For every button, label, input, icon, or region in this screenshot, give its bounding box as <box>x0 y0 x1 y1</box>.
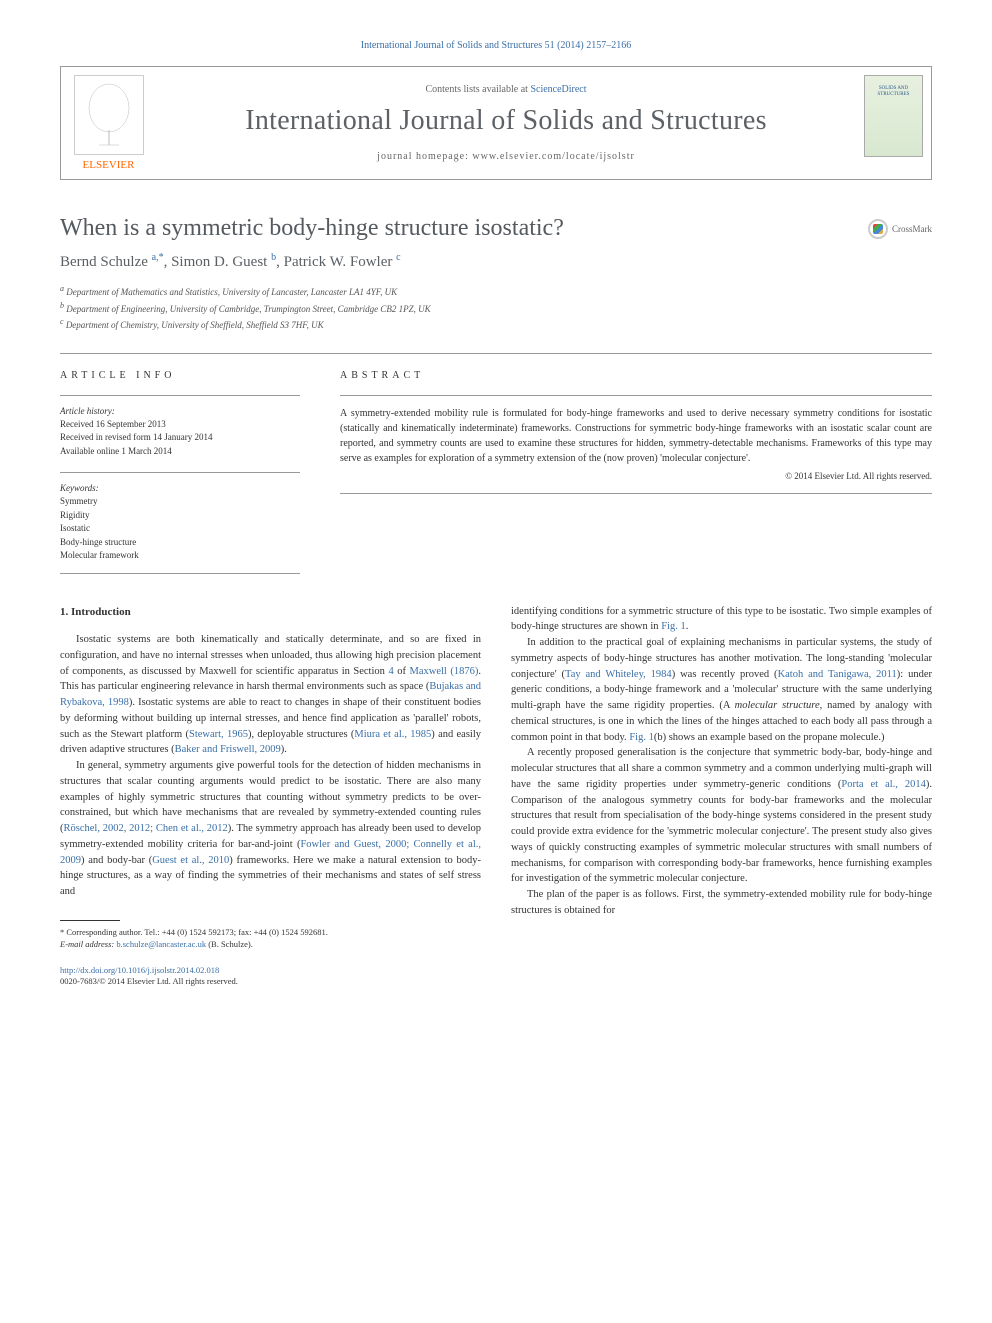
history-label: Article history: <box>60 395 300 416</box>
contents-prefix: Contents lists available at <box>425 84 530 95</box>
paper-title: When is a symmetric body-hinge structure… <box>60 215 932 242</box>
elsevier-tree-icon <box>74 75 144 155</box>
link-fig1b[interactable]: Fig. 1 <box>629 732 654 743</box>
left-column: 1. Introduction Isostatic systems are bo… <box>60 604 481 989</box>
p1g: ). <box>281 744 287 755</box>
cover-image: SOLIDS AND STRUCTURES <box>864 75 923 157</box>
rp1b: . <box>686 621 689 632</box>
abstract-text: A symmetry-extended mobility rule is for… <box>340 395 932 495</box>
affiliations: a Department of Mathematics and Statisti… <box>60 283 932 333</box>
p2c: ) and body-bar ( <box>81 855 152 866</box>
crossmark-icon <box>868 219 888 239</box>
title-section: CrossMark When is a symmetric body-hinge… <box>60 215 932 333</box>
kw-0: Symmetry <box>60 495 300 509</box>
rp2e: (b) shows an example based on the propan… <box>654 732 885 743</box>
footnote-separator <box>60 920 120 921</box>
rp2b: ) was recently proved ( <box>672 669 778 680</box>
rp1a: identifying conditions for a symmetric s… <box>511 606 932 633</box>
rp3b: ). Comparison of the analogous symmetry … <box>511 779 932 885</box>
cover-thumb: SOLIDS AND STRUCTURES <box>856 67 931 179</box>
intro-p1: Isostatic systems are both kinematically… <box>60 632 481 758</box>
kw-2: Isostatic <box>60 522 300 536</box>
r-p4: The plan of the paper is as follows. Fir… <box>511 887 932 919</box>
p1e: ), deployable structures ( <box>248 729 354 740</box>
link-baker[interactable]: Baker and Friswell, 2009 <box>175 744 281 755</box>
history-revised: Received in revised form 14 January 2014 <box>60 431 300 445</box>
top-citation[interactable]: International Journal of Solids and Stru… <box>60 40 932 51</box>
affiliation-c: c Department of Chemistry, University of… <box>60 316 932 333</box>
affiliation-b: b Department of Engineering, University … <box>60 300 932 317</box>
history-received: Received 16 September 2013 <box>60 418 300 432</box>
keywords-label: Keywords: <box>60 472 300 493</box>
link-tay[interactable]: Tay and Whiteley, 1984 <box>565 669 672 680</box>
link-maxwell1876[interactable]: Maxwell (1876) <box>410 666 479 677</box>
keywords-list: Symmetry Rigidity Isostatic Body-hinge s… <box>60 495 300 574</box>
abstract-body: A symmetry-extended mobility rule is for… <box>340 408 932 464</box>
molecular-em: molecular structure <box>735 700 820 711</box>
link-fig1a[interactable]: Fig. 1 <box>661 621 686 632</box>
history-text: Received 16 September 2013 Received in r… <box>60 418 300 459</box>
r-p3: A recently proposed generalisation is th… <box>511 745 932 887</box>
elsevier-logo: ELSEVIER <box>61 67 156 179</box>
article-info-column: ARTICLE INFO Article history: Received 1… <box>60 370 300 574</box>
section-1-heading: 1. Introduction <box>60 604 481 621</box>
history-online: Available online 1 March 2014 <box>60 445 300 459</box>
p1b: of <box>394 666 410 677</box>
info-row: ARTICLE INFO Article history: Received 1… <box>60 353 932 574</box>
article-info-heading: ARTICLE INFO <box>60 370 300 381</box>
aff-a-text: Department of Mathematics and Statistics… <box>66 287 397 297</box>
email-suffix: (B. Schulze). <box>206 939 253 949</box>
copyright: © 2014 Elsevier Ltd. All rights reserved… <box>340 470 932 484</box>
cover-title-text: SOLIDS AND STRUCTURES <box>865 86 922 98</box>
journal-homepage: journal homepage: www.elsevier.com/locat… <box>377 151 635 162</box>
kw-1: Rigidity <box>60 509 300 523</box>
body-columns: 1. Introduction Isostatic systems are bo… <box>60 604 932 989</box>
link-roschel[interactable]: Röschel, 2002, 2012; Chen et al., 2012 <box>64 823 228 834</box>
aff-b-text: Department of Engineering, University of… <box>66 304 430 314</box>
crossmark-badge[interactable]: CrossMark <box>868 219 932 239</box>
link-miura[interactable]: Miura et al., 1985 <box>354 729 431 740</box>
link-stewart[interactable]: Stewart, 1965 <box>189 729 248 740</box>
r-p1: identifying conditions for a symmetric s… <box>511 604 932 636</box>
doi-link[interactable]: http://dx.doi.org/10.1016/j.ijsolstr.201… <box>60 965 219 975</box>
link-guest[interactable]: Guest et al., 2010 <box>152 855 229 866</box>
authors: Bernd Schulze a,*, Simon D. Guest b, Pat… <box>60 252 932 271</box>
intro-p2: In general, symmetry arguments give powe… <box>60 758 481 900</box>
link-katoh[interactable]: Katoh and Tanigawa, 2011 <box>778 669 897 680</box>
footer-links: http://dx.doi.org/10.1016/j.ijsolstr.201… <box>60 965 481 989</box>
footnote-email: E-mail address: b.schulze@lancaster.ac.u… <box>60 939 481 951</box>
crossmark-label: CrossMark <box>892 224 932 234</box>
elsevier-name: ELSEVIER <box>83 159 135 171</box>
footnote-corr: * Corresponding author. Tel.: +44 (0) 15… <box>60 927 481 939</box>
abstract-column: ABSTRACT A symmetry-extended mobility ru… <box>340 370 932 574</box>
link-porta[interactable]: Porta et al., 2014 <box>841 779 925 790</box>
journal-name: International Journal of Solids and Stru… <box>245 105 767 137</box>
aff-c-text: Department of Chemistry, University of S… <box>66 320 324 330</box>
header-center: Contents lists available at ScienceDirec… <box>156 67 856 179</box>
sciencedirect-link[interactable]: ScienceDirect <box>530 84 586 95</box>
email-label: E-mail address: <box>60 939 116 949</box>
r-p2: In addition to the practical goal of exp… <box>511 635 932 745</box>
affiliation-a: a Department of Mathematics and Statisti… <box>60 283 932 300</box>
contents-line: Contents lists available at ScienceDirec… <box>425 84 586 95</box>
journal-header: ELSEVIER Contents lists available at Sci… <box>60 66 932 180</box>
issn-line: 0020-7683/© 2014 Elsevier Ltd. All right… <box>60 976 238 986</box>
kw-4: Molecular framework <box>60 549 300 563</box>
email-link[interactable]: b.schulze@lancaster.ac.uk <box>116 939 206 949</box>
homepage-prefix: journal homepage: <box>377 151 472 162</box>
right-column: identifying conditions for a symmetric s… <box>511 604 932 989</box>
kw-3: Body-hinge structure <box>60 536 300 550</box>
abstract-heading: ABSTRACT <box>340 370 932 381</box>
homepage-url[interactable]: www.elsevier.com/locate/ijsolstr <box>472 151 634 162</box>
